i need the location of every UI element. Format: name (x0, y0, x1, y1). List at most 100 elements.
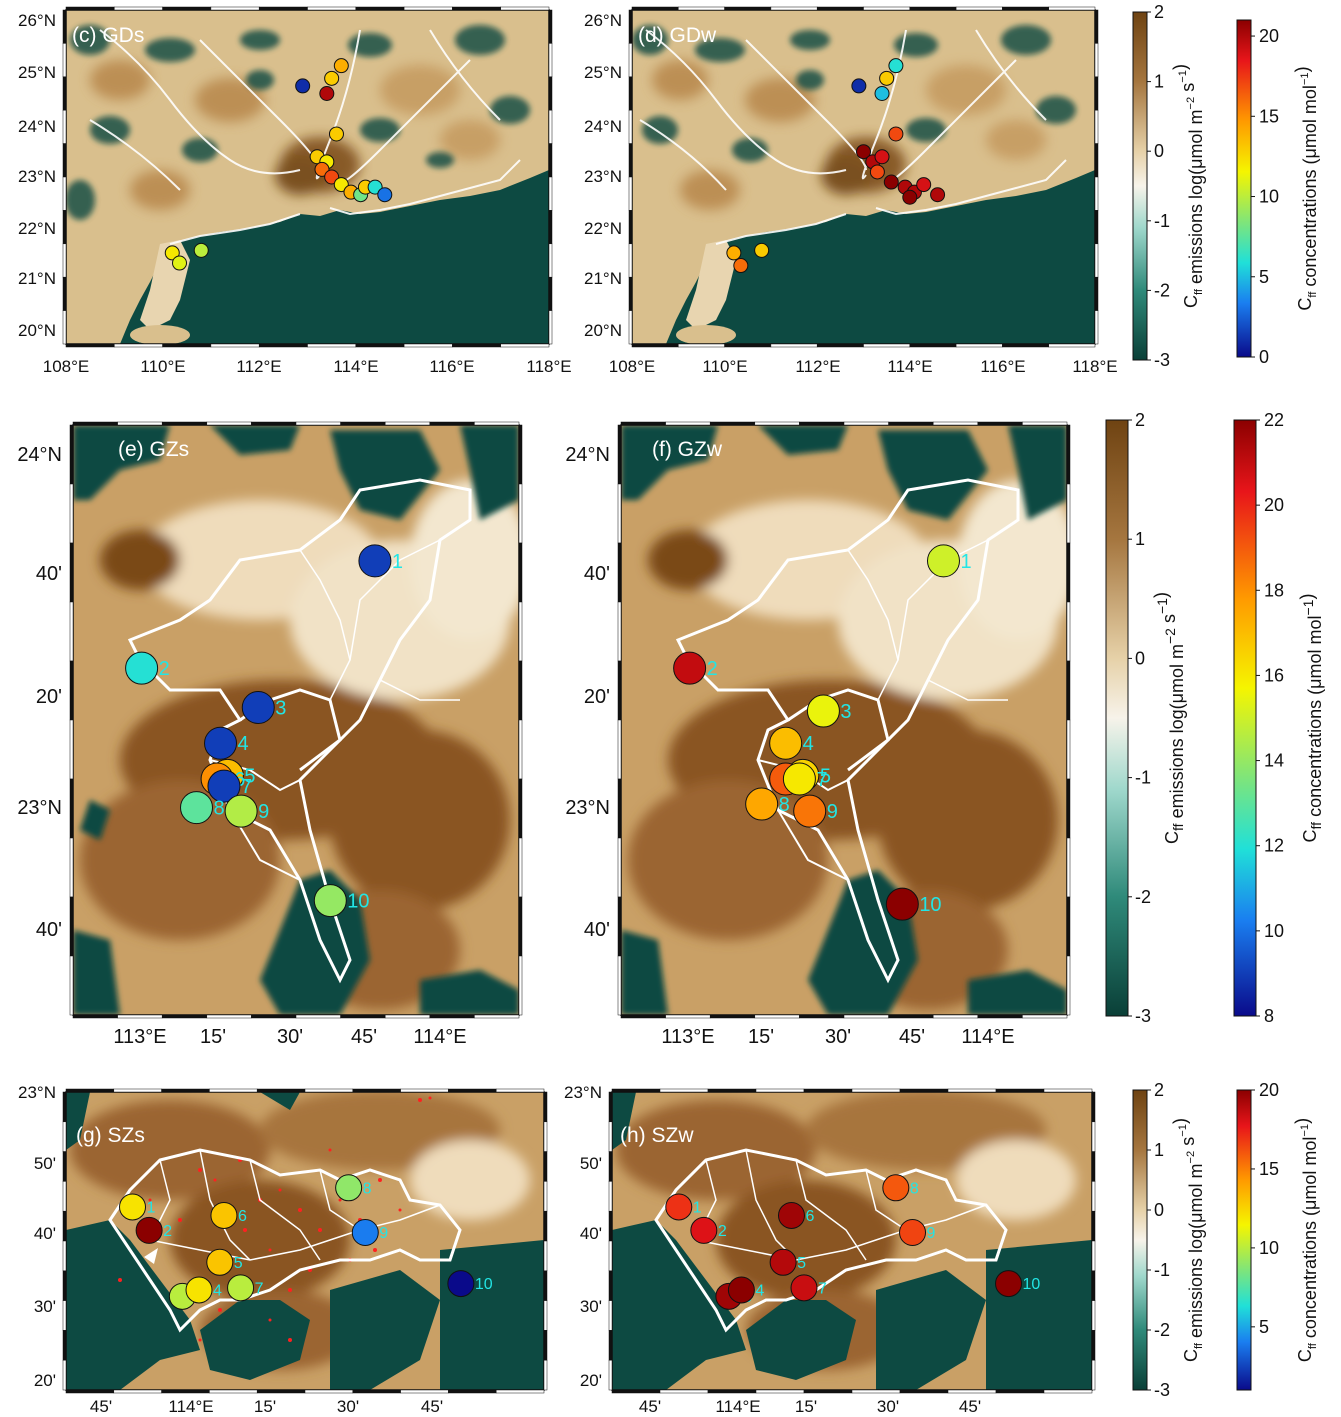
station-number: 2 (159, 658, 170, 680)
y-tick-label: 24°N (584, 117, 622, 136)
station-marker (806, 694, 840, 728)
station-marker (210, 1201, 238, 1229)
station-marker (665, 1193, 693, 1221)
emission-colorbar-tick: 0 (1154, 1200, 1164, 1220)
station-number: 10 (475, 1276, 493, 1293)
station-number: 7 (818, 1280, 827, 1297)
station-marker (333, 58, 349, 74)
colorbars: 2 1 0 -1 -2 -3 Cff emissions log(μmol m−2 s−1)… (1105, 2, 1325, 1400)
x-tick-label: 118°E (526, 357, 571, 376)
station-number: 10 (1023, 1276, 1041, 1293)
emission-colorbar-tick: -3 (1154, 1380, 1170, 1400)
station-marker (902, 189, 918, 205)
emission-colorbar-tick: -1 (1135, 768, 1151, 788)
station-marker (204, 726, 238, 760)
x-tick-label: 45' (899, 1026, 925, 1048)
x-tick-label: 15' (254, 1397, 276, 1416)
station-marker (135, 1216, 163, 1244)
station-marker (856, 144, 871, 160)
station-number: 1 (693, 1200, 702, 1217)
concentration-colorbar-tick: 20 (1264, 495, 1284, 515)
station-marker (673, 651, 707, 685)
axis-ticks (62, 6, 553, 348)
station-marker (180, 791, 214, 825)
station-marker (793, 794, 827, 828)
station-marker (328, 126, 344, 142)
station-number: 5 (234, 1255, 243, 1272)
panel-label: (d) GDw (638, 24, 717, 47)
concentration-colorbar (1233, 419, 1257, 1017)
emission-colorbar (1132, 1089, 1148, 1391)
x-tick-label: 45' (90, 1397, 112, 1416)
y-tick-label: 24°N (17, 444, 62, 466)
station-marker (926, 544, 960, 578)
y-tick-label: 22°N (584, 219, 622, 238)
station-marker (690, 1216, 718, 1244)
x-tick-label: 45' (351, 1026, 377, 1048)
station-number: 1 (147, 1200, 156, 1217)
y-tick-label: 24°N (565, 444, 610, 466)
station-marker (745, 787, 779, 821)
land-emissions (66, 10, 549, 344)
x-tick-label: 15' (200, 1026, 226, 1048)
y-tick-label: 20' (34, 1371, 56, 1390)
y-tick-label: 23°N (18, 167, 56, 186)
concentration-colorbar-tick: 15 (1259, 106, 1279, 126)
concentration-colorbar-label: Cff concentrations (μmol mol−1) (1292, 66, 1320, 310)
concentration-colorbar-tick: 14 (1264, 751, 1284, 771)
concentration-colorbar-tick: 20 (1259, 26, 1279, 46)
concentration-colorbar-tick: 15 (1259, 1159, 1279, 1179)
concentration-colorbar-tick: 22 (1264, 410, 1284, 430)
panel-label: (f) GZw (652, 438, 723, 461)
y-tick-label: 20' (580, 1371, 602, 1390)
station-marker (782, 762, 816, 796)
x-tick-label: 108°E (43, 357, 90, 376)
station-marker (888, 126, 904, 142)
station-marker (869, 164, 885, 180)
land-emissions (632, 10, 1095, 344)
emission-colorbar-tick: -2 (1154, 1320, 1170, 1340)
concentration-colorbar-tick: 8 (1264, 1006, 1274, 1026)
emission-colorbar-tick: 1 (1154, 72, 1164, 92)
station-marker (930, 187, 946, 203)
concentration-colorbar-tick: 16 (1264, 665, 1284, 685)
map-panel-gdw: (d) GDw (628, 6, 1099, 348)
emission-colorbar-tick: 1 (1135, 529, 1145, 549)
concentration-colorbar (1236, 19, 1252, 358)
axis-ticks (617, 421, 1071, 1019)
y-tick-label: 50' (580, 1154, 602, 1173)
y-tick-label: 26°N (18, 11, 56, 30)
x-tick-label: 112°E (795, 357, 840, 376)
x-tick-label: 113°E (661, 1026, 714, 1048)
emission-colorbar-tick: 0 (1154, 141, 1164, 161)
panel-label: (e) GZs (118, 438, 189, 461)
station-number: 2 (707, 658, 718, 680)
y-tick-label: 40' (36, 563, 62, 585)
y-tick-label: 30' (34, 1297, 56, 1316)
emission-colorbar-label: Cff emissions log(μmol m−2 s−1) (1151, 592, 1187, 844)
emission-colorbar-tick: 2 (1154, 2, 1164, 22)
x-tick-label: 114°E (715, 1397, 760, 1416)
x-tick-label: 114°E (887, 357, 932, 376)
station-number: 5 (244, 765, 255, 787)
x-tick-label: 15' (748, 1026, 774, 1048)
station-number: 4 (213, 1283, 222, 1300)
x-tick-label: 114°E (333, 357, 378, 376)
station-marker (125, 651, 159, 685)
y-tick-label: 50' (34, 1154, 56, 1173)
map-panel-gds: (c) GDs (62, 6, 553, 348)
station-number: 10 (919, 894, 941, 916)
station-marker (874, 149, 890, 165)
x-tick-label: 108°E (609, 357, 656, 376)
arrow-marker-icon (144, 1248, 158, 1264)
station-number: 5 (820, 765, 831, 787)
station-number: 3 (840, 701, 851, 723)
panel-label: (g) SZs (76, 1124, 145, 1147)
station-number: 9 (258, 801, 269, 823)
emission-colorbar-tick: 2 (1135, 410, 1145, 430)
emission-colorbar-tick: 2 (1154, 1080, 1164, 1100)
station-number: 4 (755, 1283, 764, 1300)
